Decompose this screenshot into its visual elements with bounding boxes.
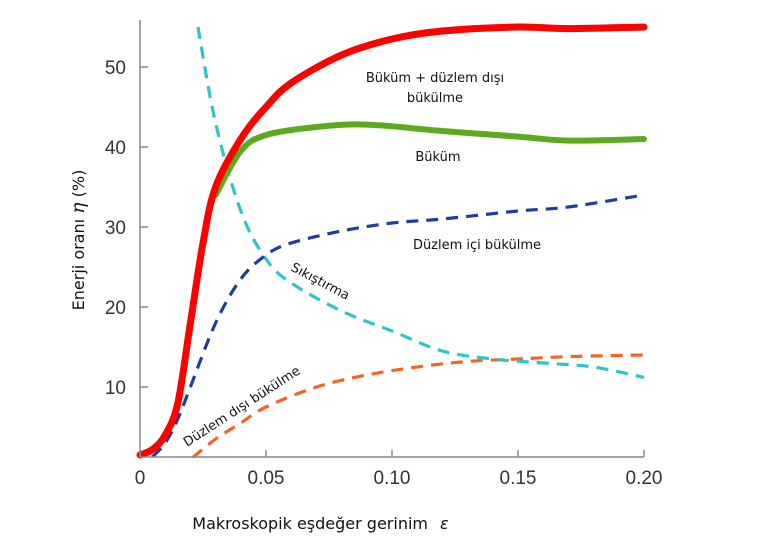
x-tick-label: 0.05: [248, 468, 285, 489]
series-line-4: [191, 353, 645, 459]
label-sikistirma: Sıkıştırma: [288, 260, 352, 303]
svg-text:Makroskopik eşdeğer gerinim: Makroskopik eşdeğer gerinim: [192, 514, 428, 533]
svg-text:Enerji oranı η (%): Enerji oranı η (%): [67, 170, 89, 311]
y-tick-label: 10: [105, 378, 126, 399]
y-tick-label: 50: [105, 58, 126, 79]
series-line-2: [151, 193, 645, 458]
x-tick-label: 0: [135, 468, 146, 489]
x-tick-label: 0.10: [374, 468, 411, 489]
label-bukum-duzlem-disi: Büküm + düzlem dışı: [366, 71, 504, 86]
x-tick-label: 0.20: [626, 468, 663, 489]
x-axis-label: Makroskopik eşdeğer gerinim ε: [192, 514, 449, 533]
label-bukum-duzlem-disi-line2: bükülme: [407, 91, 463, 106]
series-line-3: [196, 26, 645, 379]
label-duzlem-ici: Düzlem içi bükülme: [413, 238, 541, 253]
x-tick-label: 0.15: [500, 468, 537, 489]
series-line-0: [136, 23, 648, 459]
svg-text:ε: ε: [440, 514, 449, 533]
y-axis-label: Enerji oranı η (%): [67, 170, 89, 311]
series-line-1: [212, 121, 647, 198]
y-tick-label: 20: [105, 298, 126, 319]
y-tick-label: 40: [105, 138, 126, 159]
label-duzlem-disi: Düzlem dışı bükülme: [181, 364, 303, 451]
y-tick-label: 30: [105, 218, 126, 239]
label-bukum: Büküm: [415, 150, 460, 165]
